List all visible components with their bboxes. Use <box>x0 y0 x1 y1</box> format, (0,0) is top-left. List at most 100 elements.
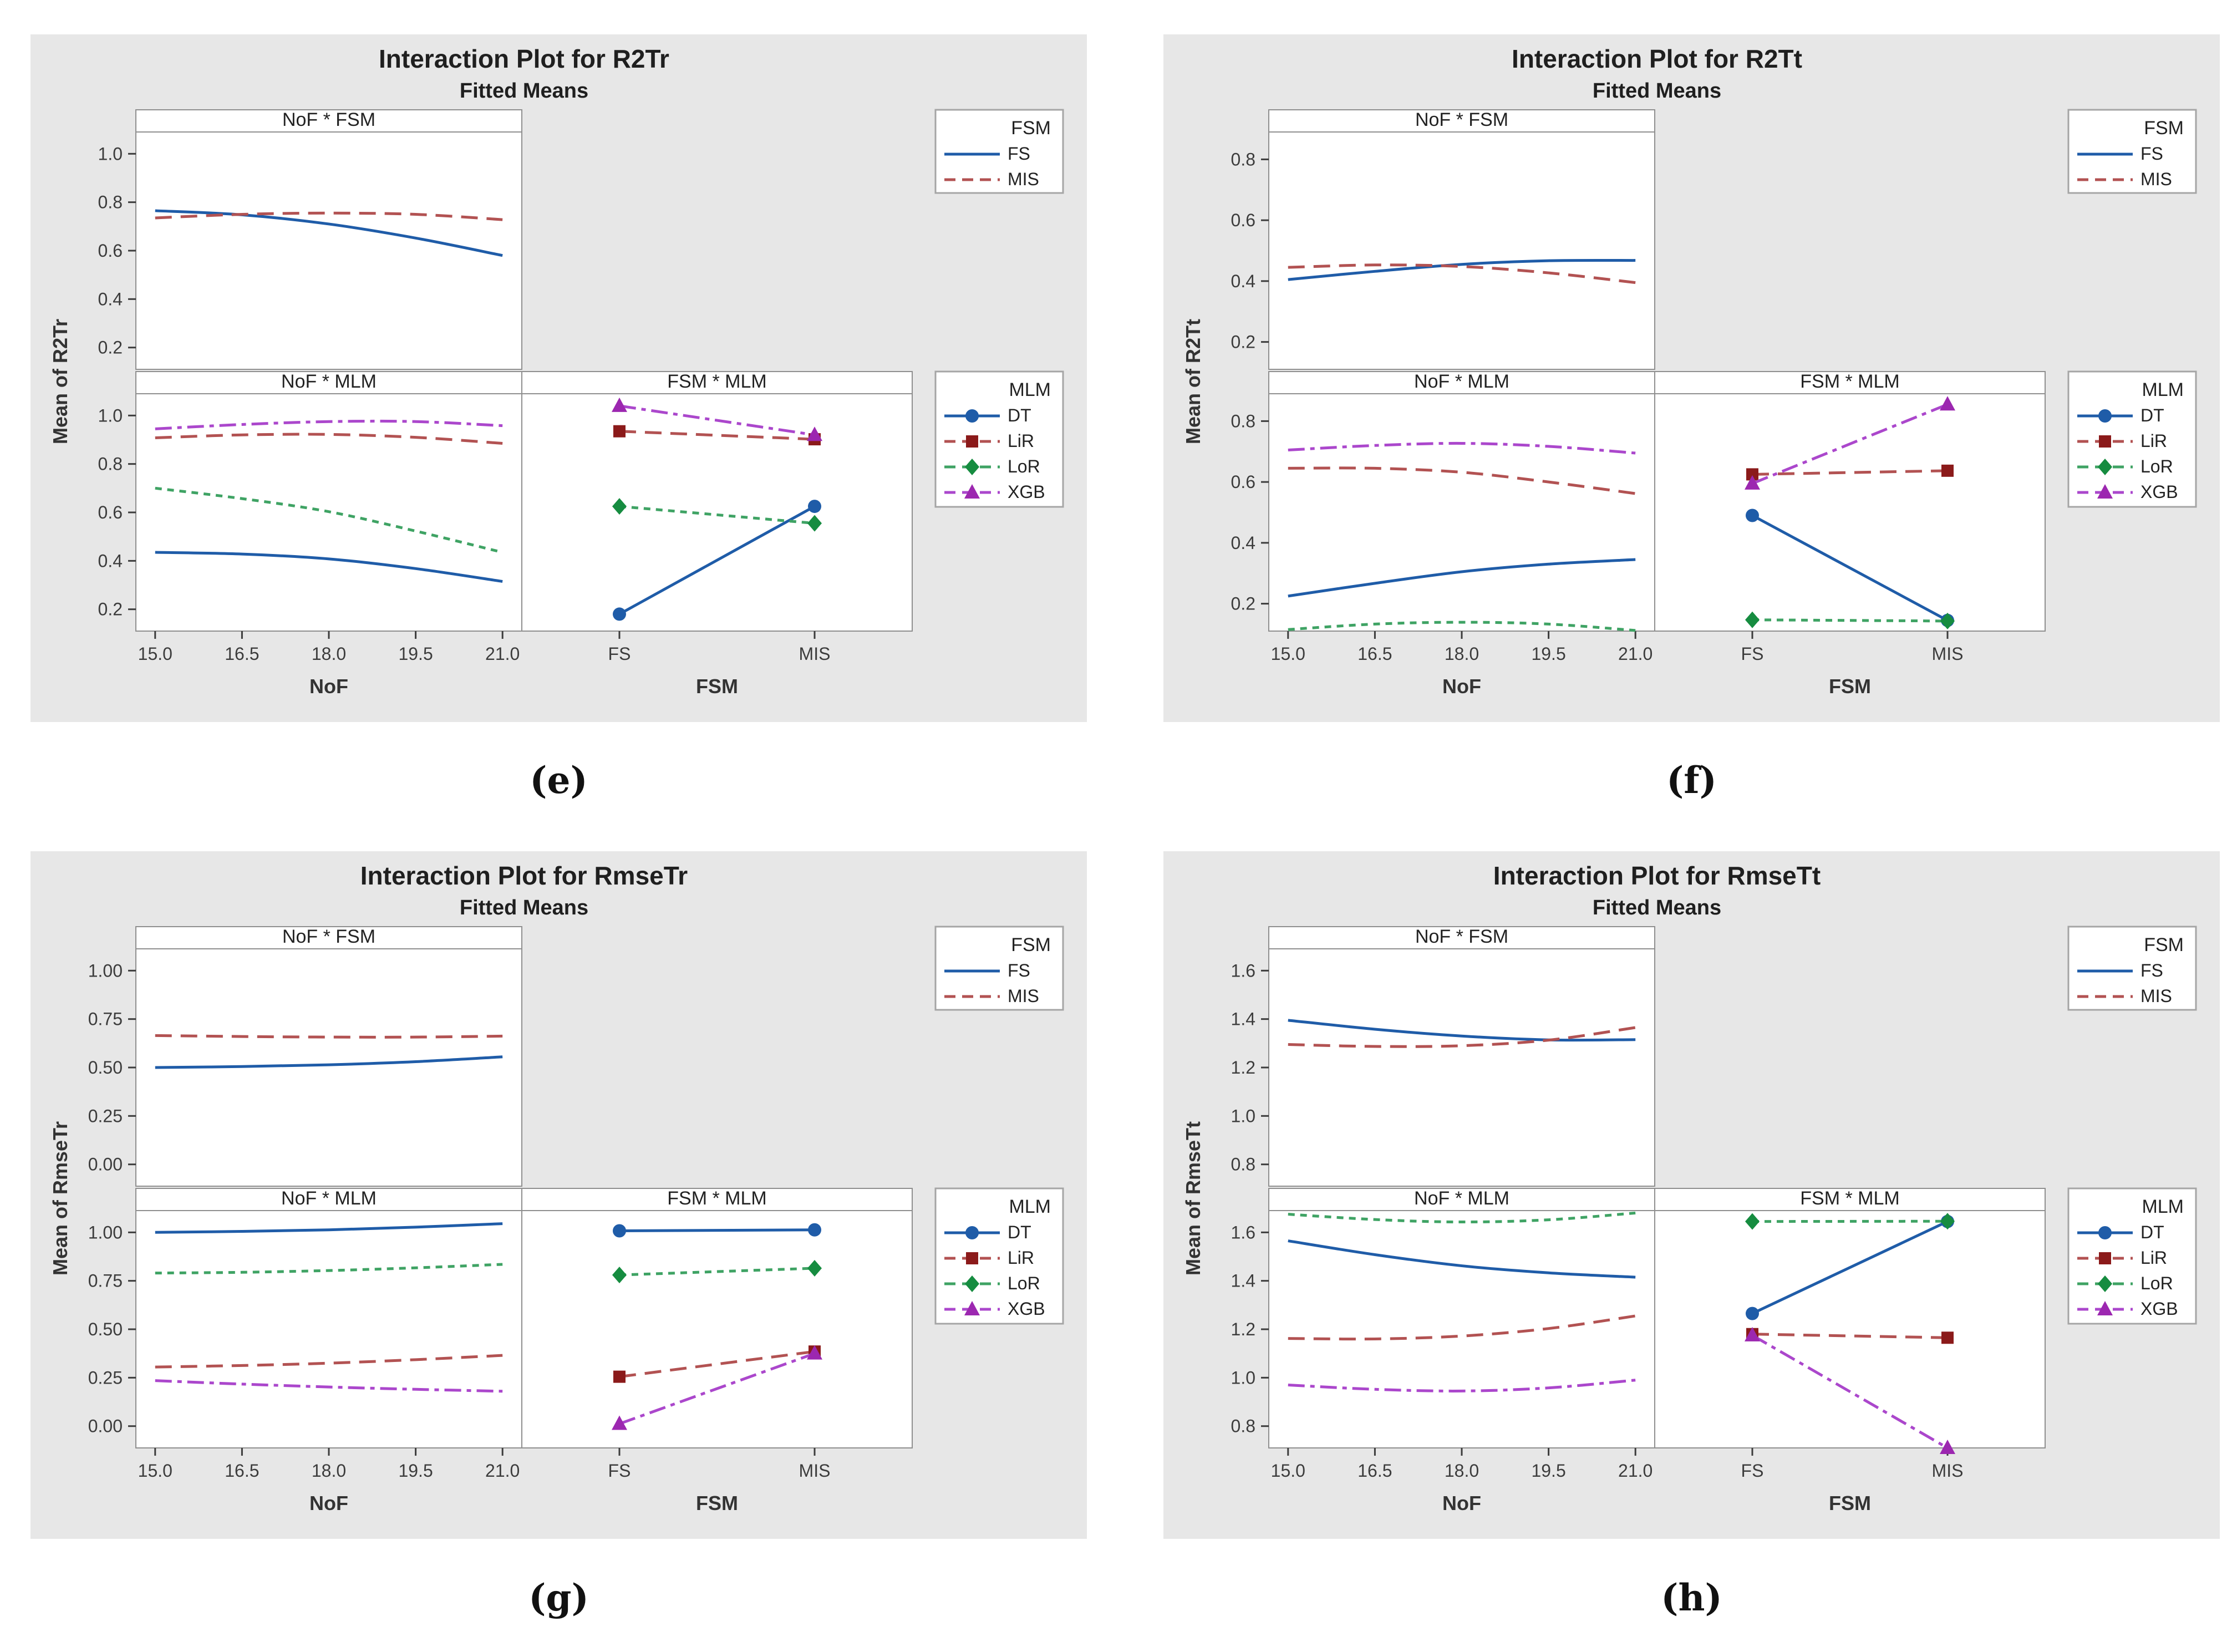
svg-text:MLM: MLM <box>1009 1196 1051 1217</box>
svg-text:NoF * MLM: NoF * MLM <box>281 371 377 392</box>
svg-text:FSM: FSM <box>1011 118 1051 139</box>
svg-text:FS: FS <box>1741 1461 1764 1481</box>
svg-text:1.2: 1.2 <box>1231 1319 1255 1339</box>
svg-text:Mean of RmseTr: Mean of RmseTr <box>49 1121 72 1275</box>
svg-text:FSM * MLM: FSM * MLM <box>667 371 766 392</box>
svg-text:NoF * FSM: NoF * FSM <box>282 926 375 947</box>
svg-text:0.6: 0.6 <box>98 502 123 522</box>
svg-text:0.25: 0.25 <box>88 1368 123 1387</box>
svg-text:NoF * MLM: NoF * MLM <box>281 1188 377 1209</box>
svg-text:FS: FS <box>2140 960 2163 980</box>
svg-text:NoF * FSM: NoF * FSM <box>1415 109 1508 130</box>
interaction-plot-r2tr-chart: Interaction Plot for R2Tr Fitted Means NoF… <box>30 34 1087 722</box>
svg-text:FSM: FSM <box>2144 934 2184 955</box>
interaction-plot-panel-rmsett: Interaction Plot for RmseTt Fitted Means N… <box>1163 851 2220 1539</box>
svg-text:FSM * MLM: FSM * MLM <box>1800 371 1899 392</box>
svg-text:16.5: 16.5 <box>225 644 259 664</box>
svg-text:DT: DT <box>1008 405 1031 425</box>
svg-text:FS: FS <box>2140 144 2163 164</box>
svg-text:0.8: 0.8 <box>98 192 123 212</box>
svg-text:MIS: MIS <box>799 1461 831 1481</box>
svg-text:Interaction Plot for RmseTr: Interaction Plot for RmseTr <box>360 861 688 890</box>
svg-text:FS: FS <box>1741 644 1764 664</box>
svg-text:FSM: FSM <box>1829 675 1871 698</box>
svg-text:16.5: 16.5 <box>1357 1461 1392 1481</box>
svg-text:0.4: 0.4 <box>1231 533 1255 553</box>
svg-text:19.5: 19.5 <box>1531 644 1565 664</box>
svg-text:21.0: 21.0 <box>485 1461 520 1481</box>
subfigure-caption-g: (g) <box>528 1576 589 1619</box>
svg-text:0.8: 0.8 <box>98 454 123 474</box>
svg-text:18.0: 18.0 <box>312 1461 346 1481</box>
svg-text:MLM: MLM <box>2142 1196 2184 1217</box>
svg-text:1.0: 1.0 <box>98 405 123 425</box>
svg-text:LiR: LiR <box>2140 431 2167 451</box>
svg-text:1.2: 1.2 <box>1231 1058 1255 1077</box>
svg-text:0.6: 0.6 <box>1231 210 1255 230</box>
svg-text:NoF * MLM: NoF * MLM <box>1414 1188 1509 1209</box>
svg-text:0.00: 0.00 <box>88 1416 123 1436</box>
svg-text:0.8: 0.8 <box>1231 1416 1255 1436</box>
svg-text:Interaction Plot for RmseTt: Interaction Plot for RmseTt <box>1493 861 1821 890</box>
svg-text:1.0: 1.0 <box>1231 1106 1255 1126</box>
svg-text:19.5: 19.5 <box>1531 1461 1565 1481</box>
svg-text:FS: FS <box>1008 144 1030 164</box>
subfigure-caption-h: (h) <box>1661 1576 1722 1619</box>
svg-text:1.4: 1.4 <box>1231 1271 1255 1291</box>
svg-text:21.0: 21.0 <box>485 644 520 664</box>
svg-text:Fitted Means: Fitted Means <box>460 79 588 103</box>
interaction-plot-panel-r2tt: Interaction Plot for R2Tt Fitted Means NoF… <box>1163 34 2220 722</box>
svg-text:Fitted Means: Fitted Means <box>1593 896 1721 919</box>
svg-text:0.2: 0.2 <box>98 338 123 358</box>
svg-text:NoF: NoF <box>1442 1492 1481 1514</box>
svg-text:NoF * FSM: NoF * FSM <box>282 109 375 130</box>
svg-text:XGB: XGB <box>2140 1299 2178 1319</box>
interaction-plot-panel-r2tr: Interaction Plot for R2Tr Fitted Means NoF… <box>30 34 1087 722</box>
svg-text:0.6: 0.6 <box>98 241 123 261</box>
svg-text:1.0: 1.0 <box>1231 1368 1255 1387</box>
svg-text:0.75: 0.75 <box>88 1271 123 1291</box>
subfigure-caption-e: (e) <box>530 759 588 802</box>
svg-text:FSM: FSM <box>2144 118 2184 139</box>
subfigure-caption-f: (f) <box>1666 759 1717 802</box>
svg-text:LoR: LoR <box>1008 456 1040 476</box>
svg-text:0.8: 0.8 <box>1231 411 1255 431</box>
svg-text:18.0: 18.0 <box>1445 644 1479 664</box>
svg-text:FSM * MLM: FSM * MLM <box>1800 1188 1899 1209</box>
svg-text:MIS: MIS <box>799 644 831 664</box>
svg-text:XGB: XGB <box>1008 482 1045 502</box>
svg-text:LiR: LiR <box>2140 1248 2167 1268</box>
svg-text:FSM: FSM <box>1829 1492 1871 1514</box>
svg-text:1.4: 1.4 <box>1231 1009 1255 1029</box>
svg-text:0.6: 0.6 <box>1231 472 1255 492</box>
svg-text:MIS: MIS <box>2140 986 2172 1006</box>
svg-text:LiR: LiR <box>1008 1248 1034 1268</box>
svg-text:LoR: LoR <box>2140 456 2173 476</box>
svg-text:1.00: 1.00 <box>88 960 123 980</box>
svg-text:Fitted Means: Fitted Means <box>1593 79 1721 103</box>
svg-text:0.2: 0.2 <box>98 599 123 619</box>
svg-text:MLM: MLM <box>1009 379 1051 400</box>
svg-text:XGB: XGB <box>2140 482 2178 502</box>
svg-text:Fitted Means: Fitted Means <box>460 896 588 919</box>
svg-text:0.00: 0.00 <box>88 1155 123 1175</box>
svg-text:15.0: 15.0 <box>138 1461 172 1481</box>
svg-text:FSM: FSM <box>1011 934 1051 955</box>
svg-text:LiR: LiR <box>1008 431 1034 451</box>
svg-text:DT: DT <box>2140 405 2164 425</box>
svg-text:0.2: 0.2 <box>1231 332 1255 352</box>
interaction-plot-r2tt-chart: Interaction Plot for R2Tt Fitted Means NoF… <box>1163 34 2220 722</box>
svg-text:NoF: NoF <box>309 675 348 698</box>
svg-text:16.5: 16.5 <box>225 1461 259 1481</box>
svg-text:Mean of R2Tr: Mean of R2Tr <box>49 319 72 444</box>
svg-text:0.25: 0.25 <box>88 1106 123 1126</box>
svg-text:15.0: 15.0 <box>1271 644 1305 664</box>
svg-text:FSM: FSM <box>696 675 738 698</box>
svg-text:LoR: LoR <box>1008 1273 1040 1293</box>
svg-text:Interaction Plot for R2Tt: Interaction Plot for R2Tt <box>1512 44 1802 73</box>
interaction-plot-rmsett-chart: Interaction Plot for RmseTt Fitted Means N… <box>1163 851 2220 1539</box>
svg-text:15.0: 15.0 <box>1271 1461 1305 1481</box>
svg-text:16.5: 16.5 <box>1357 644 1392 664</box>
svg-text:0.4: 0.4 <box>98 289 123 309</box>
svg-text:18.0: 18.0 <box>1445 1461 1479 1481</box>
